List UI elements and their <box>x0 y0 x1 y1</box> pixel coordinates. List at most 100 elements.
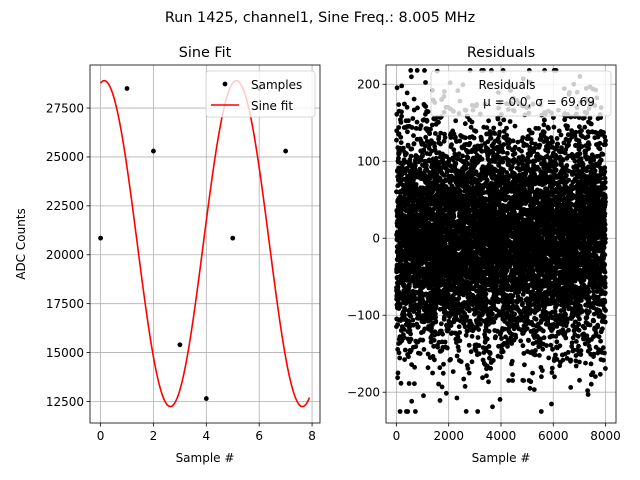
residual-point <box>405 143 411 149</box>
sine-fit-panel: Sine Fit 0 2 4 6 812500150001750020000225002… <box>14 45 321 465</box>
residual-point <box>395 370 401 376</box>
residual-point <box>396 102 402 107</box>
residual-point <box>462 135 468 141</box>
residual-point <box>412 364 417 370</box>
x-tick-label: 0 <box>97 429 105 443</box>
residual-point <box>439 384 445 390</box>
residual-point <box>441 361 446 367</box>
residual-point <box>520 135 526 141</box>
residual-point <box>415 324 421 330</box>
residual-point <box>453 134 458 140</box>
figure-suptitle: Run 1425, channel1, Sine Freq.: 8.005 MH… <box>165 10 475 26</box>
residual-point <box>457 338 463 344</box>
residual-point <box>409 125 415 130</box>
residual-point <box>497 397 503 402</box>
residual-point <box>405 409 411 414</box>
residual-point <box>438 321 444 327</box>
residual-point <box>442 135 448 141</box>
residual-point <box>448 135 454 141</box>
residual-point <box>417 351 423 356</box>
residual-point <box>397 304 403 309</box>
residual-point <box>467 306 472 312</box>
legend-samples-marker <box>222 81 228 87</box>
residual-point <box>422 326 428 332</box>
residual-point <box>410 317 416 323</box>
residual-point <box>486 344 492 349</box>
residual-point <box>419 157 424 163</box>
legend-samples-label: Samples <box>251 78 302 92</box>
residual-point <box>512 151 518 156</box>
residual-point <box>487 351 493 356</box>
residual-point <box>423 80 428 85</box>
residual-point <box>418 123 424 129</box>
residual-point <box>433 155 439 161</box>
residual-point <box>450 369 456 374</box>
residual-point <box>512 123 518 129</box>
residual-point <box>406 118 411 124</box>
residual-point <box>491 125 497 131</box>
residual-point <box>510 372 515 378</box>
residual-point <box>394 85 400 91</box>
residual-point <box>409 398 415 404</box>
residual-point <box>513 335 519 340</box>
x-tick-label: 8 <box>308 429 316 443</box>
residual-point <box>412 381 417 387</box>
y-tick-label: 25000 <box>46 150 84 164</box>
residual-point <box>413 409 418 414</box>
residual-point <box>406 354 411 360</box>
residual-point <box>417 166 423 172</box>
residual-point <box>440 370 446 376</box>
residual-point <box>438 141 443 147</box>
residual-point <box>413 344 419 349</box>
residual-point <box>502 326 508 332</box>
residual-point <box>436 134 442 140</box>
residual-point <box>453 161 459 166</box>
residual-point <box>405 129 410 135</box>
residual-point <box>408 68 414 73</box>
residual-point <box>394 137 399 143</box>
sample-point <box>177 342 183 348</box>
residual-point <box>404 151 409 157</box>
residual-point <box>464 314 470 320</box>
residual-point <box>443 390 449 396</box>
residual-point <box>421 393 426 399</box>
residual-point <box>509 358 515 364</box>
legend-sine-fit-label: Sine fit <box>251 99 293 113</box>
residual-point <box>458 359 464 365</box>
residual-point <box>408 153 414 159</box>
residual-point <box>453 118 459 124</box>
residual-point <box>397 355 403 361</box>
residual-point <box>401 335 407 340</box>
y-tick-label: 22500 <box>46 199 84 213</box>
residual-point <box>469 359 475 365</box>
residual-point <box>519 148 524 154</box>
residual-point <box>454 395 460 401</box>
residual-point <box>415 105 420 111</box>
sample-point <box>230 235 236 241</box>
residual-point <box>479 156 485 162</box>
sine-fit-axes-frame <box>89 64 321 424</box>
residual-point <box>421 347 427 352</box>
y-tick-label: 27500 <box>46 101 84 115</box>
sample-point <box>124 86 130 91</box>
residual-point <box>457 138 463 144</box>
residual-point <box>401 145 406 151</box>
residual-point <box>522 362 527 368</box>
residual-point <box>446 157 452 162</box>
residual-point <box>412 163 418 169</box>
residual-point <box>437 365 443 371</box>
x-tick-label: 4 <box>203 429 211 443</box>
residual-point <box>433 131 438 136</box>
residual-point <box>510 378 515 383</box>
residual-point <box>413 289 419 295</box>
residual-point <box>421 148 427 153</box>
sine-fit-legend: Samples Sine fit <box>205 70 316 118</box>
y-tick-label: 20000 <box>46 248 84 262</box>
sample-point <box>203 396 209 401</box>
residual-point <box>402 101 407 107</box>
residual-point <box>425 109 431 115</box>
residual-point <box>421 319 427 325</box>
residual-point <box>463 166 469 171</box>
residual-point <box>398 120 404 125</box>
residual-point <box>492 131 498 136</box>
